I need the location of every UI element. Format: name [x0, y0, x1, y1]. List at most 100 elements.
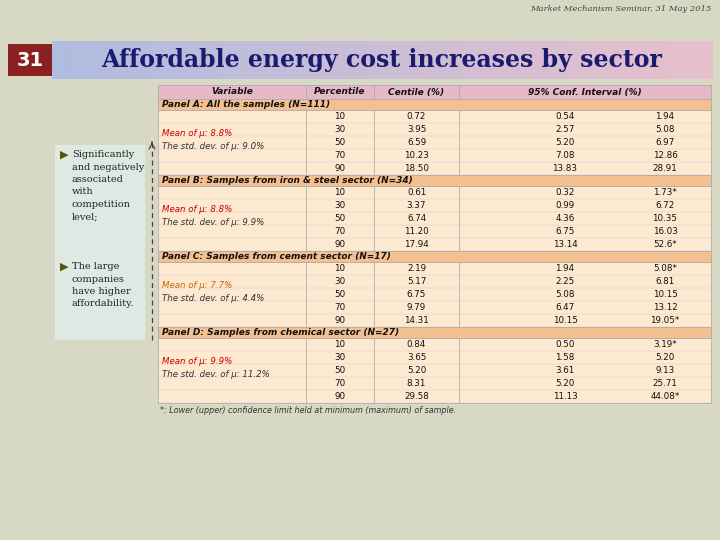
Bar — [275, 41, 284, 79]
Bar — [333, 41, 342, 79]
Bar — [158, 364, 711, 377]
Text: 90: 90 — [334, 316, 346, 325]
Text: ▶: ▶ — [60, 262, 68, 272]
Bar — [382, 41, 391, 79]
Bar — [158, 99, 711, 110]
Text: 3.37: 3.37 — [407, 201, 426, 210]
Text: 0.54: 0.54 — [555, 112, 575, 121]
Bar — [158, 175, 711, 186]
Text: Panel D: Samples from chemical sector (N=27): Panel D: Samples from chemical sector (N… — [162, 328, 399, 337]
Bar — [176, 41, 185, 79]
Text: Panel A: All the samples (N=111): Panel A: All the samples (N=111) — [162, 100, 330, 109]
Bar — [679, 41, 688, 79]
Text: 17.94: 17.94 — [404, 240, 429, 249]
Bar — [531, 41, 540, 79]
Bar — [158, 225, 711, 238]
Bar — [184, 41, 193, 79]
Bar — [448, 41, 457, 79]
Bar — [307, 41, 317, 79]
Bar — [158, 301, 711, 314]
Bar — [266, 41, 276, 79]
Text: Mean of μ: 7.7%: Mean of μ: 7.7% — [162, 281, 233, 290]
Text: Mean of μ: 8.8%: Mean of μ: 8.8% — [162, 205, 233, 214]
Text: 6.47: 6.47 — [555, 303, 575, 312]
Text: 9.13: 9.13 — [655, 366, 675, 375]
Text: Affordable energy cost increases by sector: Affordable energy cost increases by sect… — [102, 48, 662, 72]
Text: 10.15: 10.15 — [552, 316, 577, 325]
Bar — [158, 251, 711, 262]
Text: 5.20: 5.20 — [655, 353, 675, 362]
Bar — [688, 41, 696, 79]
Bar — [638, 41, 647, 79]
Text: 44.08*: 44.08* — [650, 392, 680, 401]
Text: Market Mechanism Seminar, 31 May 2015: Market Mechanism Seminar, 31 May 2015 — [531, 5, 712, 13]
FancyBboxPatch shape — [55, 145, 145, 340]
Bar — [135, 41, 144, 79]
Bar — [151, 41, 161, 79]
Bar — [52, 41, 61, 79]
Text: 0.32: 0.32 — [555, 188, 575, 197]
Bar — [192, 41, 202, 79]
Bar — [300, 41, 309, 79]
Text: Percentile: Percentile — [314, 87, 366, 97]
Text: 50: 50 — [334, 214, 346, 223]
Bar — [85, 41, 94, 79]
Text: 6.72: 6.72 — [655, 201, 675, 210]
Text: Mean of μ: 8.8%: Mean of μ: 8.8% — [162, 129, 233, 138]
Bar — [77, 41, 86, 79]
Text: 5.20: 5.20 — [555, 379, 575, 388]
Bar — [555, 41, 564, 79]
Bar — [671, 41, 680, 79]
Bar — [481, 41, 490, 79]
Text: 29.58: 29.58 — [404, 392, 429, 401]
Bar — [200, 41, 210, 79]
Bar — [646, 41, 655, 79]
Bar — [522, 41, 531, 79]
Bar — [158, 110, 711, 123]
Bar — [158, 186, 711, 199]
Bar — [505, 41, 515, 79]
Text: The large
companies
have higher
affordability.: The large companies have higher affordab… — [72, 262, 135, 308]
Text: 30: 30 — [334, 125, 346, 134]
Text: 5.08: 5.08 — [655, 125, 675, 134]
Text: 2.19: 2.19 — [407, 264, 426, 273]
Bar — [158, 212, 711, 225]
Bar — [415, 41, 424, 79]
Bar — [514, 41, 523, 79]
Text: 2.25: 2.25 — [555, 277, 575, 286]
Text: 4.36: 4.36 — [555, 214, 575, 223]
Bar — [316, 41, 325, 79]
Text: 90: 90 — [334, 392, 346, 401]
Bar — [217, 41, 226, 79]
Bar — [158, 123, 711, 136]
Text: Mean of μ: 9.9%: Mean of μ: 9.9% — [162, 357, 233, 366]
Text: Variable: Variable — [211, 87, 253, 97]
Text: 16.03: 16.03 — [652, 227, 678, 236]
Text: The std. dev. of μ: 4.4%: The std. dev. of μ: 4.4% — [162, 294, 264, 303]
Text: 10.15: 10.15 — [652, 290, 678, 299]
Bar — [498, 41, 507, 79]
Text: 0.99: 0.99 — [555, 201, 575, 210]
Bar — [572, 41, 581, 79]
Text: 5.08*: 5.08* — [653, 264, 677, 273]
Bar — [605, 41, 614, 79]
Text: 13.12: 13.12 — [652, 303, 678, 312]
Bar — [464, 41, 474, 79]
Text: 10.23: 10.23 — [404, 151, 429, 160]
Bar — [159, 41, 168, 79]
Text: 5.20: 5.20 — [407, 366, 426, 375]
Text: The std. dev. of μ: 9.9%: The std. dev. of μ: 9.9% — [162, 218, 264, 227]
Bar — [564, 41, 572, 79]
Text: 30: 30 — [334, 277, 346, 286]
Bar — [431, 41, 441, 79]
Text: 3.65: 3.65 — [407, 353, 426, 362]
Bar — [118, 41, 127, 79]
Text: 50: 50 — [334, 290, 346, 299]
Bar — [158, 262, 711, 275]
Bar — [407, 41, 416, 79]
Bar — [366, 41, 374, 79]
Text: 30: 30 — [334, 201, 346, 210]
Bar — [102, 41, 111, 79]
Text: 11.20: 11.20 — [404, 227, 429, 236]
Text: 8.31: 8.31 — [407, 379, 426, 388]
